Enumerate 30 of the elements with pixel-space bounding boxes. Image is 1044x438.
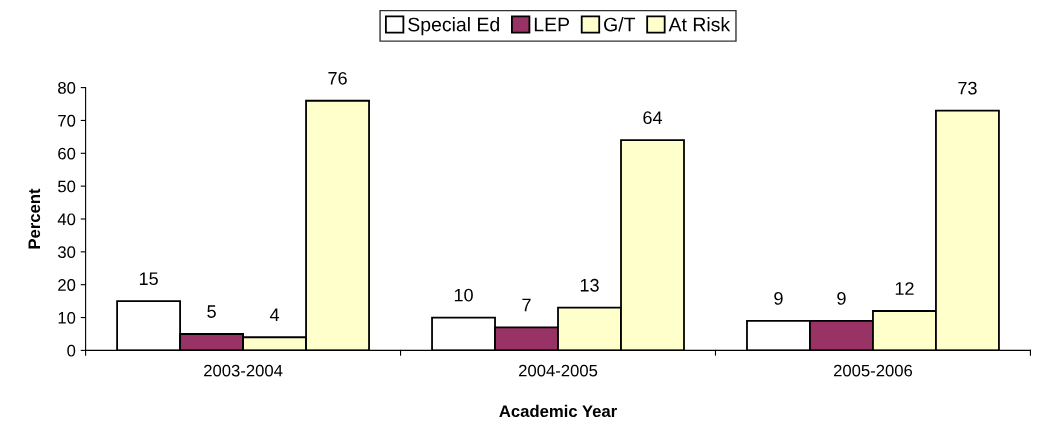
data-label: 4 (269, 308, 280, 322)
data-label: 15 (139, 272, 158, 286)
legend-label: G/T (604, 17, 636, 32)
legend-label: Special Ed (408, 17, 499, 36)
x-tick-label: 2005-2006 (833, 364, 913, 377)
y-tick-label: 70 (58, 114, 76, 127)
y-tick-label: 80 (58, 82, 76, 94)
data-label: 13 (580, 278, 599, 292)
legend-label: At Risk (668, 17, 731, 32)
data-label: 76 (328, 71, 347, 85)
x-tick-label: 2004-2005 (519, 364, 598, 377)
y-tick-label: 30 (57, 246, 76, 259)
y-tick-label: 10 (58, 311, 76, 324)
legend-label: LEP (534, 17, 570, 32)
y-axis-title: Percent (28, 188, 41, 249)
y-tick-label: 0 (67, 344, 76, 357)
y-tick-label: 40 (57, 213, 76, 226)
y-tick-label: 60 (58, 147, 76, 160)
data-label: 64 (643, 111, 663, 125)
data-label: 7 (522, 298, 531, 312)
data-label: 10 (454, 288, 473, 302)
y-tick-label: 50 (58, 180, 76, 193)
y-tick-label: 20 (58, 279, 76, 291)
data-label: 9 (837, 291, 846, 305)
data-label: 12 (895, 282, 914, 295)
data-label: 5 (207, 305, 216, 318)
data-label: 73 (958, 81, 977, 95)
data-label: 9 (774, 291, 783, 305)
x-tick-label: 2003-2004 (204, 364, 283, 377)
x-axis-title: Academic Year (499, 404, 617, 418)
